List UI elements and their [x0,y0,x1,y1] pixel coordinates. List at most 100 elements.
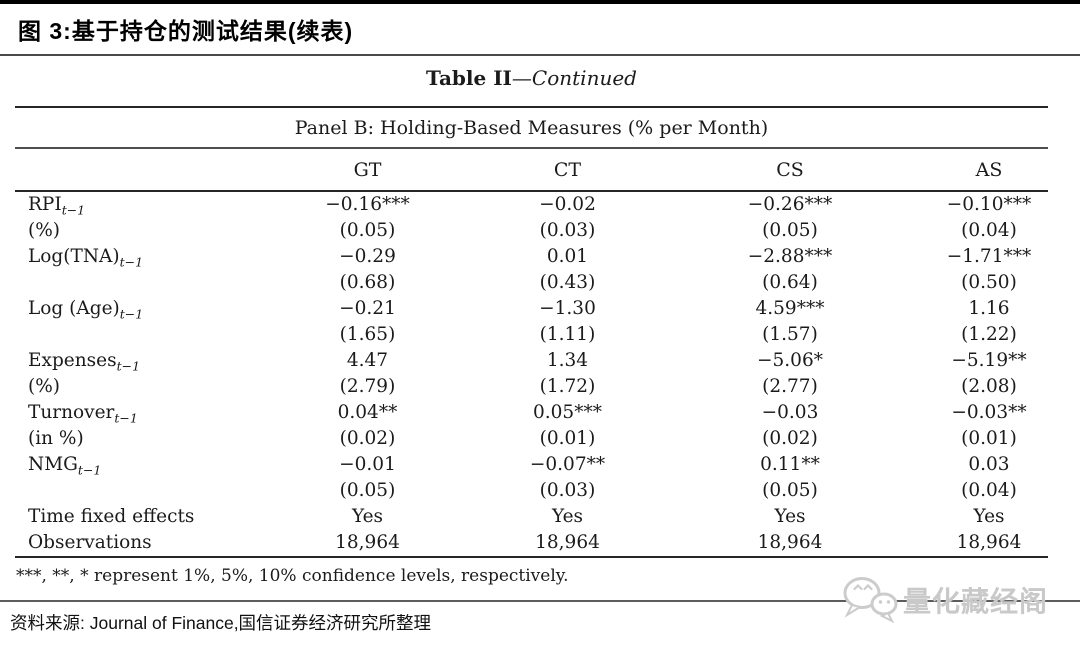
table-row-nmg-se: (0.05) (0.03) (0.05) (0.04) [15,478,1048,504]
column-header-gt: GT [270,149,465,192]
cell-value: 4.59*** [755,298,825,319]
table-row-rpi-se: (%) (0.05) (0.03) (0.05) (0.04) [15,218,1048,244]
cell-value: 18,964 [335,532,400,553]
cell-se: (0.02) [339,428,396,449]
row-unit [15,322,270,348]
top-border [0,0,1080,4]
row-label: Log(TNA)t−1 [15,244,270,270]
table-caption-main: Table II [426,66,512,90]
cell-se: (0.03) [539,220,596,241]
row-unit [15,270,270,296]
cell-se: (0.04) [961,220,1017,241]
cell-se: (1.57) [762,324,818,345]
panel-title: Panel B: Holding-Based Measures (% per M… [294,117,769,139]
row-label-text: Turnover [28,402,115,423]
cell-value: −0.01 [339,454,396,475]
column-header-cs: CS [670,149,910,192]
column-header-as: AS [910,149,1048,192]
row-label: Log (Age)t−1 [15,296,270,322]
row-label-subscript: t−1 [116,358,141,374]
cell-value: 4.47 [346,350,389,371]
cell-se: (0.43) [539,272,596,293]
row-label-subscript: t−1 [119,306,144,322]
table-row-expenses-se: (%) (2.79) (1.72) (2.77) (2.08) [15,374,1048,400]
cell-se: (0.05) [762,220,818,241]
row-label-text: NMG [28,454,78,475]
cell-se: (0.05) [339,480,396,501]
row-label: RPIt−1 [15,191,270,218]
cell-value: 1.34 [546,350,589,371]
significance-footnote: ***, **, * represent 1%, 5%, 10% confide… [16,566,569,586]
row-unit: (%) [28,376,61,397]
table-row-turnover-se: (in %) (0.02) (0.01) (0.02) (0.01) [15,426,1048,452]
source-line: 资料来源: Journal of Finance,国信证券经济研究所整理 [10,613,432,633]
row-unit: (%) [28,220,61,241]
column-header-ct: CT [465,149,670,192]
cell-se: (0.68) [339,272,396,293]
figure-title: 图 3:基于持仓的测试结果(续表) [18,18,354,44]
table-row-logtna-se: (0.68) (0.43) (0.64) (0.50) [15,270,1048,296]
cell-value: −0.10*** [946,194,1032,215]
row-label-text: Expenses [28,350,117,371]
row-label: Observations [28,532,152,553]
watermark: 量化藏经阁 [838,572,1048,628]
cell-se: (0.04) [961,480,1017,501]
cell-se: (0.03) [539,480,596,501]
cell-value: Yes [973,506,1005,527]
column-header-empty [15,149,270,192]
divider [15,106,1048,108]
row-unit [15,478,270,504]
table-row-time-fixed-effects: Time fixed effects Yes Yes Yes Yes [15,504,1048,530]
cell-value: 1.16 [968,298,1010,319]
column-header-row: GT CT CS AS [15,149,1048,192]
row-label: Time fixed effects [28,506,195,527]
cell-value: 18,964 [535,532,600,553]
cell-value: −1.71*** [946,246,1032,267]
cell-value: Yes [551,506,584,527]
cell-se: (0.05) [762,480,818,501]
cell-se: (0.64) [762,272,818,293]
row-label-subscript: t−1 [61,202,86,218]
cell-value: Yes [774,506,806,527]
cell-value: −5.06* [757,350,823,371]
row-label-text: Log (Age) [28,298,120,319]
wechat-bubbles-icon [838,572,900,628]
cell-se: (1.65) [339,324,396,345]
table-row-rpi: RPIt−1 −0.16*** −0.02 −0.26*** −0.10*** [15,191,1048,218]
cell-se: (1.11) [539,324,596,345]
cell-value: −0.26*** [747,194,833,215]
row-label-subscript: t−1 [119,254,144,270]
divider [0,600,1080,602]
row-label: NMGt−1 [15,452,270,478]
table-row-logage: Log (Age)t−1 −0.21 −1.30 4.59*** 1.16 [15,296,1048,322]
cell-value: −0.02 [539,194,596,215]
cell-value: −5.19** [951,350,1027,371]
cell-value: 0.05*** [533,402,602,423]
table-row-observations: Observations 18,964 18,964 18,964 18,964 [15,530,1048,556]
row-label-subscript: t−1 [77,462,102,478]
watermark-text: 量化藏经阁 [903,586,1049,617]
divider [15,556,1048,558]
table-row-nmg: NMGt−1 −0.01 −0.07** 0.11** 0.03 [15,452,1048,478]
row-unit: (in %) [28,428,84,449]
table-caption: Table II—Continued [15,66,1048,90]
cell-value: −2.88*** [747,246,833,267]
cell-value: −0.03** [951,402,1027,423]
table-row-turnover: Turnovert−1 0.04** 0.05*** −0.03 −0.03** [15,400,1048,426]
cell-value: −0.21 [339,298,396,319]
cell-se: (1.72) [539,376,596,397]
cell-se: (0.50) [961,272,1017,293]
cell-se: (1.22) [961,324,1017,345]
cell-value: 0.01 [546,246,589,267]
table-row-logage-se: (1.65) (1.11) (1.57) (1.22) [15,322,1048,348]
cell-value: Yes [351,506,384,527]
cell-se: (0.05) [339,220,396,241]
cell-value: −0.03 [761,402,819,423]
table-row-expenses: Expensest−1 4.47 1.34 −5.06* −5.19** [15,348,1048,374]
divider [0,54,1080,56]
cell-value: −0.07** [529,454,606,475]
results-table: GT CT CS AS RPIt−1 −0.16*** −0.02 −0.26*… [15,149,1048,556]
cell-value: −0.29 [339,246,396,267]
row-label-subscript: t−1 [114,410,138,426]
